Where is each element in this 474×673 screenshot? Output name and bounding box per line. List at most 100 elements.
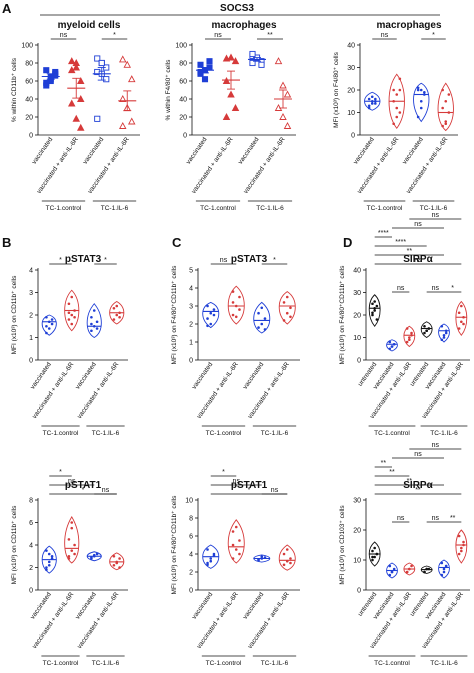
data-point: [395, 93, 399, 96]
data-point: [67, 99, 76, 107]
violin: [420, 321, 433, 339]
data-point: [47, 320, 51, 324]
y-tick-label: 20: [25, 114, 33, 121]
data-point: [206, 563, 209, 567]
significance-label: ns: [397, 285, 405, 292]
group-label: TC-1.IL-6: [92, 660, 120, 667]
y-axis-label: % within CD11b⁺ cells: [11, 57, 18, 122]
data-point: [76, 123, 85, 131]
data-point: [212, 554, 216, 558]
significance-label: ns: [432, 515, 440, 522]
violin: [109, 552, 125, 571]
x-category-label: vaccinated: [242, 591, 266, 621]
data-point: [112, 563, 116, 567]
violin: [86, 303, 102, 339]
data-point: [367, 97, 371, 101]
data-point: [457, 552, 461, 556]
data-point: [249, 50, 256, 58]
data-point: [112, 306, 116, 310]
data-point: [45, 566, 48, 569]
data-point: [209, 322, 213, 326]
data-point: [92, 309, 96, 312]
y-tick-label: 4: [189, 285, 193, 292]
data-point: [92, 324, 96, 328]
chart-title: pSTAT3: [231, 254, 268, 265]
data-point: [282, 563, 286, 567]
data-point: [285, 311, 289, 315]
y-tick-label: 30: [353, 497, 361, 504]
data-point: [419, 99, 423, 103]
data-point: [67, 66, 76, 74]
group-label: TC-1.IL-6: [261, 430, 289, 437]
significance-label: **: [407, 248, 413, 255]
data-point: [257, 311, 260, 315]
violin: [364, 91, 381, 111]
data-point: [70, 526, 74, 530]
violin: [437, 82, 454, 132]
data-point: [390, 345, 394, 348]
y-tick-label: 0: [189, 587, 193, 594]
data-point: [206, 548, 209, 551]
y-tick-label: 0: [357, 587, 361, 594]
data-point: [289, 561, 292, 565]
data-point: [423, 93, 426, 96]
data-point: [442, 570, 446, 574]
chart-b2: pSTAT1 0 2 4 6 8 MFI (x10³) on CD11b⁺ cells * ns…: [11, 469, 128, 667]
data-point: [70, 295, 74, 299]
violin: [388, 73, 405, 129]
data-point: [118, 557, 121, 560]
data-point: [231, 290, 235, 293]
data-point: [371, 555, 374, 559]
violin: [227, 519, 245, 564]
y-tick-label: 4: [29, 267, 33, 274]
data-point: [373, 546, 376, 550]
y-axis-label: MFI (x10³) on F4/80⁺ cells: [333, 51, 340, 127]
group-label: TC-1.control: [367, 205, 403, 212]
violin: [420, 565, 433, 574]
data-point: [45, 549, 48, 552]
y-tick-label: 0: [29, 132, 33, 139]
violin: [109, 300, 125, 325]
data-point: [395, 106, 399, 110]
y-tick-label: 8: [29, 497, 33, 504]
data-point: [440, 338, 444, 342]
y-tick-label: 100: [21, 42, 33, 49]
significance-label: *: [104, 257, 107, 264]
y-axis-label: MFI (x10³) on F4/80⁺CD11b⁺ cells: [171, 265, 178, 365]
data-point: [425, 329, 428, 333]
chart-title: macrophages: [211, 20, 276, 31]
data-point: [231, 301, 235, 304]
chart-b1: pSTAT3 0 1 2 3 4 MFI (x10³) on CD11b⁺ cells * * v…: [11, 254, 128, 437]
data-point: [72, 114, 81, 122]
violin: [253, 554, 271, 563]
data-point: [260, 306, 264, 310]
data-point: [90, 315, 93, 319]
significance-label: ns: [432, 212, 440, 219]
significance-label: *: [59, 469, 62, 476]
data-point: [444, 329, 448, 333]
y-tick-label: 30: [347, 65, 355, 72]
violin: [386, 339, 398, 352]
chart-title: macrophages: [376, 20, 441, 31]
y-tick-label: 40: [347, 42, 355, 49]
data-point: [279, 81, 287, 89]
data-point: [103, 76, 110, 83]
violin: [386, 562, 398, 579]
y-axis-label: MFI (x10³) on CD11b⁺ cells: [11, 505, 18, 585]
data-point: [392, 342, 396, 346]
group-label: TC-1.IL-6: [261, 660, 289, 667]
data-point: [375, 552, 379, 556]
data-point: [392, 88, 395, 92]
chart-c1: pSTAT3 0 1 2 3 4 5 MFI (x10³) on F4/80⁺CD11b⁺ c…: [171, 254, 300, 437]
data-point: [416, 86, 420, 90]
y-tick-label: 0: [183, 132, 187, 139]
data-point: [405, 340, 409, 344]
data-point: [370, 102, 374, 105]
y-tick-label: 40: [353, 267, 361, 274]
x-category-label: vaccinated: [191, 361, 215, 391]
data-point: [257, 326, 260, 329]
data-point: [231, 543, 235, 547]
data-point: [201, 76, 209, 83]
y-tick-label: 6: [189, 533, 193, 540]
